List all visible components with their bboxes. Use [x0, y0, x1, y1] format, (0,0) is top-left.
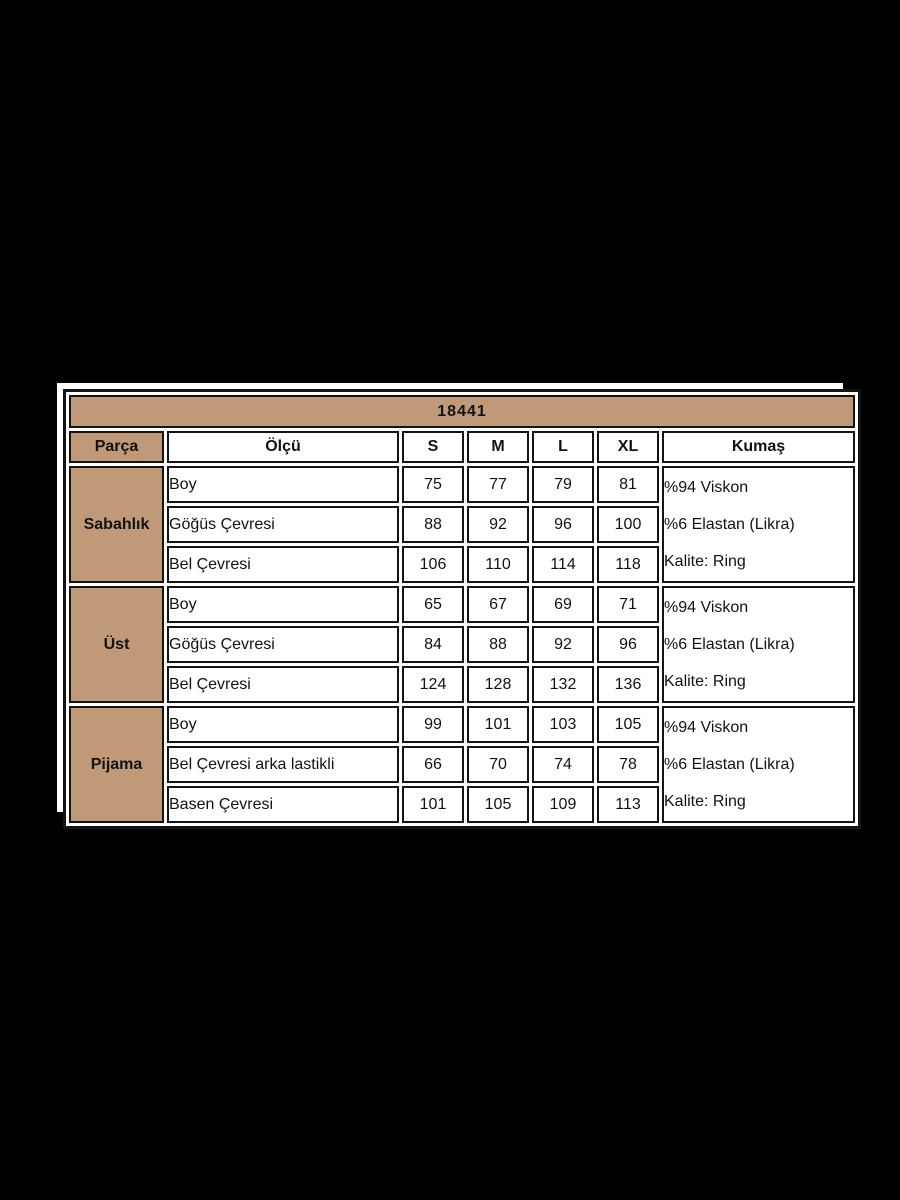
fabric-line: %94 Viskon: [664, 478, 749, 496]
size-value: 99: [402, 706, 464, 743]
size-value: 66: [402, 746, 464, 783]
table-row: Bel Çevresi arka lastikli 66 70 74 78: [69, 746, 855, 783]
size-value: 110: [467, 546, 529, 583]
measure-label: Boy: [167, 466, 399, 503]
table-row: Üst Boy 65 67 69 71 %94 Viskon %6 Elasta…: [69, 586, 856, 703]
size-value: 92: [532, 626, 594, 663]
column-header-m: M: [467, 431, 529, 463]
size-value: 101: [402, 786, 464, 823]
size-value: 88: [467, 626, 529, 663]
fabric-line: Kalite: Ring: [664, 672, 746, 690]
group-label-sabahlik: Sabahlık: [69, 466, 164, 583]
table-row: Bel Çevresi 106 110 114 118: [69, 546, 855, 583]
size-value: 78: [597, 746, 659, 783]
table-row: Sabahlık Boy 75 77 79 81 %94 Viskon %6 E…: [69, 466, 856, 583]
measure-label: Boy: [167, 586, 399, 623]
size-value: 113: [597, 786, 659, 823]
size-value: 106: [402, 546, 464, 583]
size-value: 105: [467, 786, 529, 823]
size-value: 81: [597, 466, 659, 503]
fabric-line: %6 Elastan (Likra): [664, 635, 795, 653]
size-value: 101: [467, 706, 529, 743]
measure-label: Basen Çevresi: [167, 786, 399, 823]
size-value: 124: [402, 666, 464, 703]
size-value: 100: [597, 506, 659, 543]
size-value: 74: [532, 746, 594, 783]
fabric-info: %94 Viskon %6 Elastan (Likra) Kalite: Ri…: [662, 466, 856, 583]
size-value: 88: [402, 506, 464, 543]
measure-label: Göğüs Çevresi: [167, 626, 399, 663]
fabric-line: %94 Viskon: [664, 718, 749, 736]
measure-label: Bel Çevresi arka lastikli: [167, 746, 399, 783]
size-value: 70: [467, 746, 529, 783]
column-header-parca: Parça: [69, 431, 164, 463]
size-value: 77: [467, 466, 529, 503]
size-value: 109: [532, 786, 594, 823]
table-row: Göğüs Çevresi 88 92 96 100: [69, 506, 855, 543]
size-chart-panel: 18441 Parça Ölçü S M L XL Kumaş Sabahlık…: [57, 383, 862, 829]
fabric-line: Kalite: Ring: [664, 792, 746, 810]
size-value: 114: [532, 546, 594, 583]
fabric-info: %94 Viskon %6 Elastan (Likra) Kalite: Ri…: [662, 586, 856, 703]
measure-label: Bel Çevresi: [167, 666, 399, 703]
measure-label: Göğüs Çevresi: [167, 506, 399, 543]
fabric-line: %6 Elastan (Likra): [664, 755, 795, 773]
size-value: 92: [467, 506, 529, 543]
column-header-l: L: [532, 431, 594, 463]
size-value: 79: [532, 466, 594, 503]
size-value: 132: [532, 666, 594, 703]
product-code: 18441: [69, 395, 856, 428]
column-header-xl: XL: [597, 431, 659, 463]
fabric-info: %94 Viskon %6 Elastan (Likra) Kalite: Ri…: [662, 706, 856, 823]
size-value: 84: [402, 626, 464, 663]
column-header-olcu: Ölçü: [167, 431, 399, 463]
size-chart-table: 18441 Parça Ölçü S M L XL Kumaş Sabahlık…: [63, 389, 862, 829]
table-row: Basen Çevresi 101 105 109 113: [69, 786, 855, 823]
group-label-ust: Üst: [69, 586, 164, 703]
size-value: 96: [597, 626, 659, 663]
table-row: Bel Çevresi 124 128 132 136: [69, 666, 855, 703]
size-value: 71: [597, 586, 659, 623]
size-value: 69: [532, 586, 594, 623]
measure-label: Boy: [167, 706, 399, 743]
measure-label: Bel Çevresi: [167, 546, 399, 583]
table-row: Pijama Boy 99 101 103 105 %94 Viskon %6 …: [69, 706, 856, 823]
size-value: 65: [402, 586, 464, 623]
size-value: 96: [532, 506, 594, 543]
size-value: 103: [532, 706, 594, 743]
column-header-kumas: Kumaş: [662, 431, 856, 463]
group-label-pijama: Pijama: [69, 706, 164, 823]
fabric-line: %6 Elastan (Likra): [664, 515, 795, 533]
size-value: 128: [467, 666, 529, 703]
fabric-line: %94 Viskon: [664, 598, 749, 616]
size-value: 105: [597, 706, 659, 743]
table-row: Göğüs Çevresi 84 88 92 96: [69, 626, 855, 663]
fabric-line: Kalite: Ring: [664, 552, 746, 570]
column-header-s: S: [402, 431, 464, 463]
size-value: 118: [597, 546, 659, 583]
size-value: 136: [597, 666, 659, 703]
size-value: 75: [402, 466, 464, 503]
size-value: 67: [467, 586, 529, 623]
